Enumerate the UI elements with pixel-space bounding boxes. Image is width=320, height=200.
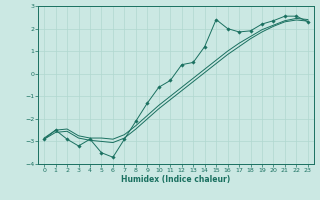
X-axis label: Humidex (Indice chaleur): Humidex (Indice chaleur) bbox=[121, 175, 231, 184]
